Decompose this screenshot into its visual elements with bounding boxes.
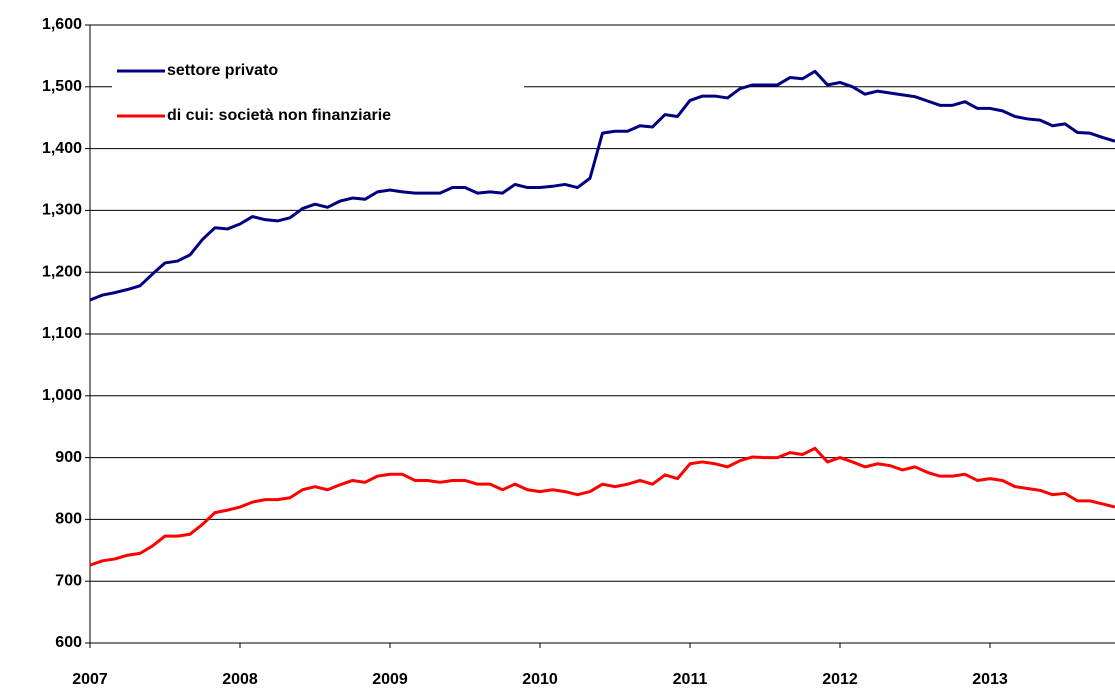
- y-tick-label: 600: [55, 634, 82, 651]
- y-tick-label: 1,400: [42, 140, 82, 157]
- x-tick-label: 2012: [822, 671, 858, 688]
- series-line: [89, 69, 1115, 302]
- series-line: [89, 446, 1115, 567]
- x-tick-label: 2013: [972, 671, 1008, 688]
- y-tick-label: 1,100: [42, 325, 82, 342]
- legend-box: [112, 55, 524, 133]
- y-tick-label: 800: [55, 511, 82, 528]
- y-tick-label: 1,300: [42, 202, 82, 219]
- x-tick-label: 2010: [522, 671, 558, 688]
- y-tick-label: 1,200: [42, 263, 82, 280]
- y-tick-label: 700: [55, 572, 82, 589]
- y-tick-label: 1,600: [42, 16, 82, 33]
- legend-label: di cui: società non finanziarie: [167, 107, 391, 124]
- x-tick-label: 2008: [222, 671, 258, 688]
- y-tick-label: 900: [55, 449, 82, 466]
- x-tick-label: 2009: [372, 671, 408, 688]
- y-tick-label: 1,500: [42, 78, 82, 95]
- legend-label: settore privato: [167, 62, 278, 79]
- x-tick-label: 2007: [72, 671, 108, 688]
- y-tick-label: 1,000: [42, 387, 82, 404]
- x-tick-label: 2011: [673, 671, 708, 688]
